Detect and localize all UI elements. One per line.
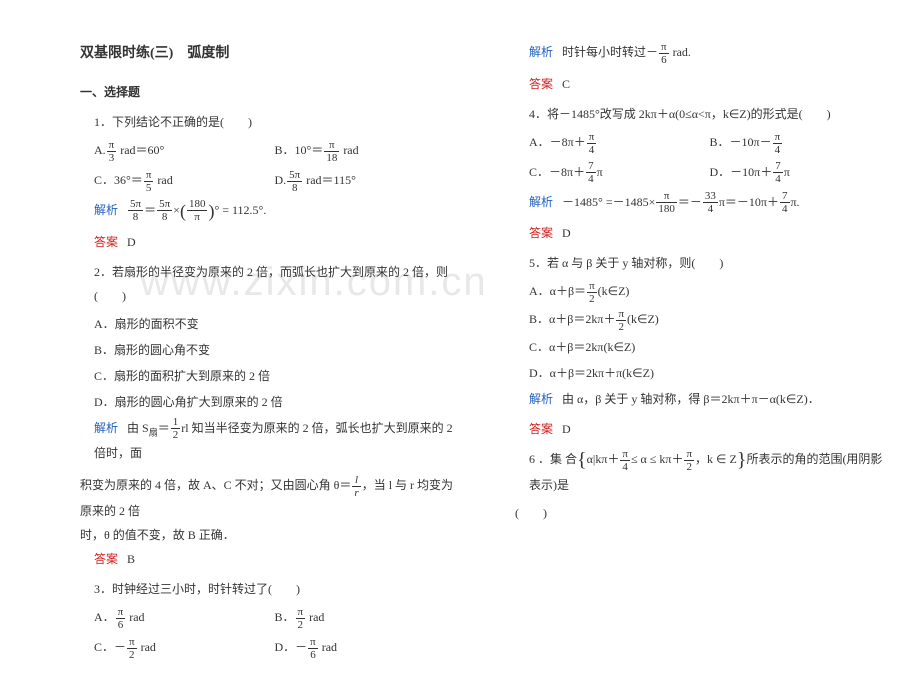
right-column: 解析 时针每小时转过－π6 rad. 答案 C 4．将－1485°改写成 2kπ… bbox=[515, 40, 890, 665]
q1-opts-row1: A.π3 rad＝60° B．10°＝π18 rad bbox=[80, 138, 455, 164]
q1-answer-value: D bbox=[127, 235, 136, 249]
frac: π5 bbox=[144, 169, 154, 194]
frac: 5π8 bbox=[287, 169, 302, 194]
q2-analysis-2: 积变为原来的 4 倍，故 A、C 不对；又由圆心角 θ＝lr，当 l 与 r 均… bbox=[80, 473, 455, 523]
q5-opt-c: C．α＋β＝2kπ(k∈Z) bbox=[515, 335, 890, 359]
exercise-title: 双基限时练(三) 弧度制 bbox=[80, 40, 455, 68]
q6-blank-paren: ( ) bbox=[515, 501, 890, 525]
frac: π180 bbox=[656, 190, 677, 215]
frac: π6 bbox=[116, 606, 126, 631]
frac: π4 bbox=[587, 131, 597, 156]
q3-answer: 答案 C bbox=[515, 72, 890, 96]
q4-answer-value: D bbox=[562, 226, 571, 240]
content-columns: 双基限时练(三) 弧度制 一、选择题 1．下列结论不正确的是( ) A.π3 r… bbox=[0, 0, 920, 685]
frac: π4 bbox=[620, 448, 630, 473]
rbrace: } bbox=[737, 450, 747, 470]
q3-opts-row2: C．－π2 rad D．－π6 rad bbox=[80, 635, 455, 661]
q4-analysis: 解析 －1485° =－1485×π180＝－334π＝－10π＋74π. bbox=[515, 190, 890, 216]
q5-opt-a: A．α＋β＝π2(k∈Z) bbox=[515, 279, 890, 305]
frac: π2 bbox=[587, 280, 597, 305]
analysis-label: 解析 bbox=[529, 195, 553, 209]
frac: 334 bbox=[703, 190, 718, 215]
q3-opts-row1: A．π6 rad B．π2 rad bbox=[80, 605, 455, 631]
q4-opts-row2: C．－8π＋74π D．－10π＋74π bbox=[515, 160, 890, 186]
q1-stem: 1．下列结论不正确的是( ) bbox=[80, 110, 455, 134]
q4-stem: 4．将－1485°改写成 2kπ＋α(0≤α<π，k∈Z)的形式是( ) bbox=[515, 102, 890, 126]
frac: π2 bbox=[296, 606, 306, 631]
frac: 12 bbox=[171, 416, 181, 441]
analysis-label: 解析 bbox=[529, 392, 553, 406]
q3-opt-a: A．π6 rad bbox=[94, 605, 275, 631]
q1-opt-c: C．36°＝π5 rad bbox=[94, 168, 275, 194]
q4-opts-row1: A．－8π＋π4 B．－10π－π4 bbox=[515, 130, 890, 156]
q2-stem: 2．若扇形的半径变为原来的 2 倍，而弧长也扩大到原来的 2 倍，则( ) bbox=[80, 260, 455, 308]
frac: 74 bbox=[773, 160, 783, 185]
answer-label: 答案 bbox=[529, 422, 553, 436]
q5-analysis: 解析 由 α，β 关于 y 轴对称，得 β＝2kπ＋π－α(k∈Z)． bbox=[515, 387, 890, 411]
analysis-label: 解析 bbox=[529, 45, 553, 59]
frac: 5π8 bbox=[157, 198, 172, 223]
frac: π6 bbox=[659, 41, 669, 66]
left-column: 双基限时练(三) 弧度制 一、选择题 1．下列结论不正确的是( ) A.π3 r… bbox=[80, 40, 455, 665]
q2-opt-c: C．扇形的面积扩大到原来的 2 倍 bbox=[80, 364, 455, 388]
frac: 74 bbox=[586, 160, 596, 185]
q5-answer: 答案 D bbox=[515, 417, 890, 441]
frac: 74 bbox=[780, 190, 790, 215]
frac: 180π bbox=[187, 198, 208, 223]
frac: 5π8 bbox=[128, 198, 143, 223]
q2-opt-a: A．扇形的面积不变 bbox=[80, 312, 455, 336]
frac: π4 bbox=[773, 131, 783, 156]
q3-opt-b: B．π2 rad bbox=[275, 605, 456, 631]
q6-stem: 6 ．集 合{α|kπ＋π4≤ α ≤ kπ＋π2，k ∈ Z}所表示的角的范围… bbox=[515, 447, 890, 497]
q5-opt-d: D．α＋β＝2kπ＋π(k∈Z) bbox=[515, 361, 890, 385]
q4-opt-a: A．－8π＋π4 bbox=[529, 130, 710, 156]
frac: π2 bbox=[127, 636, 137, 661]
q3-analysis: 解析 时针每小时转过－π6 rad. bbox=[515, 40, 890, 66]
analysis-label: 解析 bbox=[94, 421, 118, 435]
q2-answer: 答案 B bbox=[80, 547, 455, 571]
q5-answer-value: D bbox=[562, 422, 571, 436]
q2-opt-d: D．扇形的圆心角扩大到原来的 2 倍 bbox=[80, 390, 455, 414]
q4-answer: 答案 D bbox=[515, 221, 890, 245]
q1-answer: 答案 D bbox=[80, 230, 455, 254]
q3-opt-c: C．－π2 rad bbox=[94, 635, 275, 661]
q1-opt-a: A.π3 rad＝60° bbox=[94, 138, 275, 164]
q3-stem: 3．时钟经过三小时，时针转过了( ) bbox=[80, 577, 455, 601]
section-heading: 一、选择题 bbox=[80, 80, 455, 104]
answer-label: 答案 bbox=[94, 235, 118, 249]
q4-opt-b: B．－10π－π4 bbox=[710, 130, 891, 156]
q3-answer-value: C bbox=[562, 77, 570, 91]
q1-opt-b: B．10°＝π18 rad bbox=[275, 138, 456, 164]
answer-label: 答案 bbox=[529, 226, 553, 240]
frac: π2 bbox=[684, 448, 694, 473]
q4-opt-c: C．－8π＋74π bbox=[529, 160, 710, 186]
q2-analysis-1: 解析 由 S扇＝12rl 知当半径变为原来的 2 倍，弧长也扩大到原来的 2 倍… bbox=[80, 416, 455, 466]
q2-analysis-3: 时，θ 的值不变，故 B 正确． bbox=[80, 523, 455, 547]
q1-analysis: 解析 5π8＝5π8×(180π)° = 112.5°. bbox=[80, 198, 455, 224]
answer-label: 答案 bbox=[529, 77, 553, 91]
frac: π6 bbox=[308, 636, 318, 661]
analysis-label: 解析 bbox=[94, 203, 118, 217]
frac: π3 bbox=[107, 139, 117, 164]
lparen: ( bbox=[180, 202, 186, 220]
q1-opt-d: D.5π8 rad＝115° bbox=[275, 168, 456, 194]
answer-label: 答案 bbox=[94, 552, 118, 566]
q2-opt-b: B．扇形的圆心角不变 bbox=[80, 338, 455, 362]
q3-opt-d: D．－π6 rad bbox=[275, 635, 456, 661]
q1-opts-row2: C．36°＝π5 rad D.5π8 rad＝115° bbox=[80, 168, 455, 194]
q5-stem: 5．若 α 与 β 关于 y 轴对称，则( ) bbox=[515, 251, 890, 275]
q4-opt-d: D．－10π＋74π bbox=[710, 160, 891, 186]
frac: π18 bbox=[324, 139, 339, 164]
frac: lr bbox=[352, 474, 360, 499]
q5-opt-b: B．α＋β＝2kπ＋π2(k∈Z) bbox=[515, 307, 890, 333]
q2-answer-value: B bbox=[127, 552, 135, 566]
lbrace: { bbox=[577, 450, 587, 470]
frac: π2 bbox=[616, 308, 626, 333]
